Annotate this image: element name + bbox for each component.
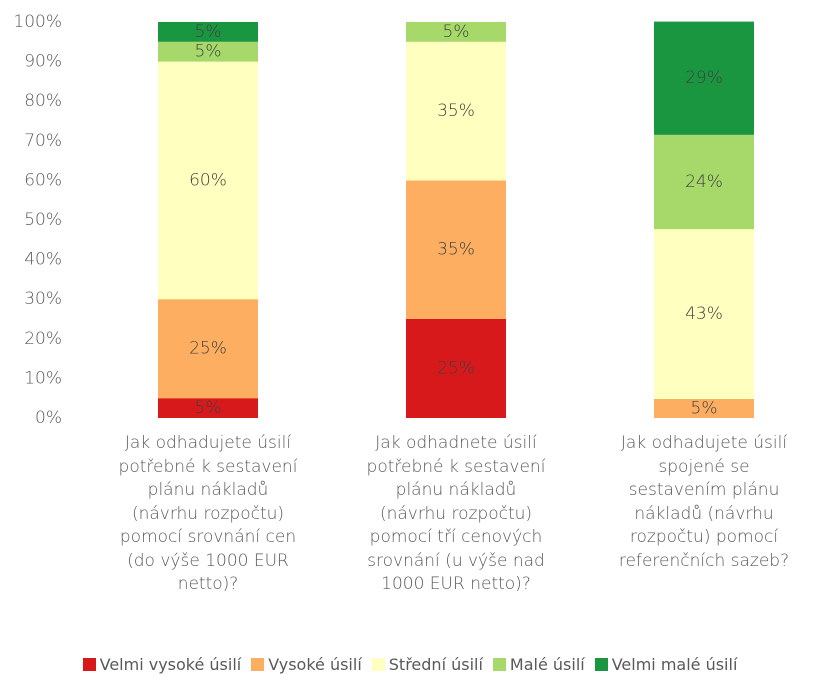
x-tick-label: Jak odhadnete úsilí potřebné k sestavení…: [366, 433, 546, 594]
data-label: 5%: [195, 398, 222, 418]
x-tick-label: Jak odhadujete úsilí potřebné k sestaven…: [118, 433, 298, 594]
y-tick-label: 0%: [35, 408, 62, 428]
bar-segment: [654, 398, 754, 418]
bar-segment: [158, 22, 258, 42]
legend-label: Velmi malé úsilí: [611, 655, 738, 674]
bar-segment: [654, 229, 754, 399]
data-label: 5%: [691, 398, 718, 418]
data-label: 35%: [437, 240, 475, 260]
data-label: 5%: [195, 22, 222, 42]
y-tick-label: 100%: [13, 12, 62, 32]
data-label: 25%: [189, 339, 227, 359]
bar-segment: [654, 21, 754, 135]
bar-segment: [158, 398, 258, 418]
y-tick-label: 50%: [24, 210, 62, 230]
data-label: 29%: [685, 68, 723, 88]
legend-swatch: [594, 658, 608, 671]
y-tick-label: 30%: [24, 289, 62, 309]
legend-swatch: [492, 658, 506, 671]
y-tick-label: 60%: [24, 170, 62, 190]
legend-label: Malé úsilí: [509, 655, 585, 674]
bar-segment: [406, 22, 506, 42]
data-label: 5%: [443, 22, 470, 42]
legend-label: Vysoké úsilí: [268, 655, 362, 674]
bar-segment: [158, 61, 258, 300]
y-tick-label: 90%: [24, 52, 62, 72]
bar-segment: [406, 180, 506, 319]
x-tick-label: Jak odhadujete úsilí spojené se sestaven…: [618, 433, 790, 571]
legend-label: Velmi vysoké úsilí: [99, 655, 242, 674]
legend-item: Střední úsilí: [371, 655, 483, 674]
legend-item: Vysoké úsilí: [251, 655, 362, 674]
data-label: 25%: [437, 359, 475, 379]
legend-swatch: [251, 658, 265, 671]
bar-segment: [158, 41, 258, 62]
data-label: 5%: [195, 42, 222, 62]
bar-segment: [654, 134, 754, 230]
legend-swatch: [82, 658, 96, 671]
data-label: 24%: [685, 172, 723, 192]
legend-label: Střední úsilí: [388, 655, 483, 674]
y-tick-label: 40%: [24, 250, 62, 270]
y-tick-label: 70%: [24, 131, 62, 151]
legend: Velmi vysoké úsilí Vysoké úsilí Střední ús…: [0, 655, 820, 674]
legend-item: Malé úsilí: [492, 655, 585, 674]
data-label: 43%: [685, 304, 723, 324]
bar-segment: [158, 299, 258, 399]
y-tick-label: 20%: [24, 329, 62, 349]
legend-item: Velmi vysoké úsilí: [82, 655, 242, 674]
data-label: 60%: [189, 170, 227, 190]
bar-segment: [406, 319, 506, 418]
y-tick-label: 80%: [24, 91, 62, 111]
legend-swatch: [371, 658, 385, 671]
bar-segment: [406, 41, 506, 181]
legend-item: Velmi malé úsilí: [594, 655, 738, 674]
data-label: 35%: [437, 101, 475, 121]
y-tick-label: 10%: [24, 368, 62, 388]
